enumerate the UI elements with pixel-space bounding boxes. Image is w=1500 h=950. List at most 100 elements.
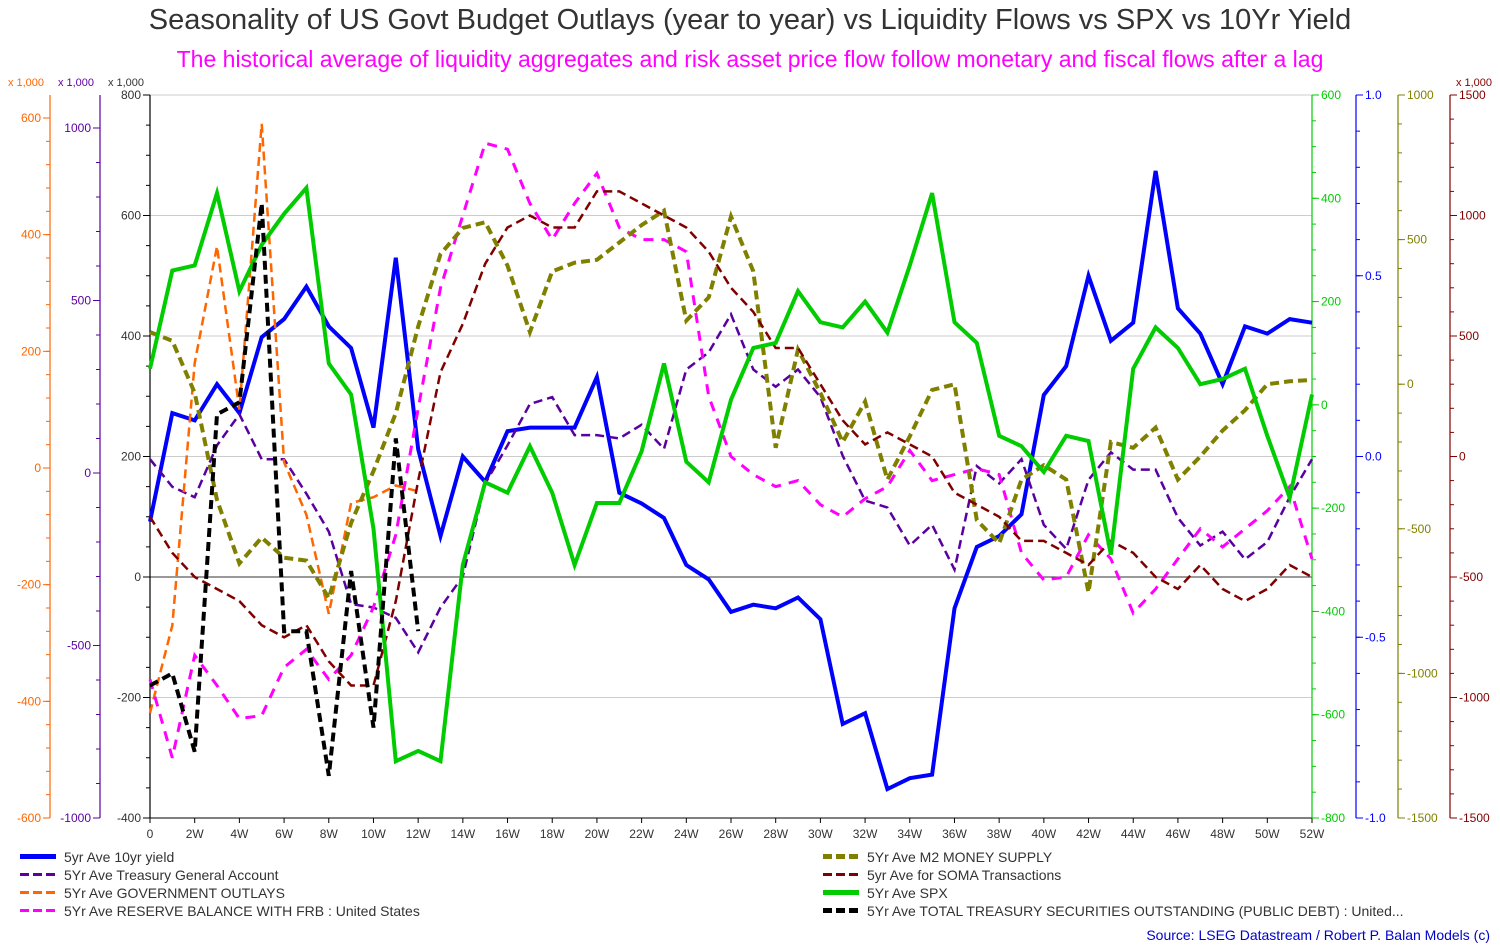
y-tick-label: 400 [21, 228, 41, 242]
y-tick-label: 1.0 [1365, 88, 1382, 102]
series-line [149, 311, 1314, 655]
y-axis-yield: 1.0 0.5 0.0 -0.5 -1.0 [1355, 88, 1386, 825]
legend-swatch [823, 908, 859, 913]
y-axis-m2: 1000 500 0 -500 -1000 -1500 [1397, 88, 1438, 825]
y-tick-label: -800 [1321, 811, 1345, 825]
series-4 [149, 207, 1313, 604]
x-tick-label: 30W [808, 827, 833, 841]
legend-swatch [20, 873, 56, 876]
y-tick-label: 0 [34, 461, 41, 475]
x-tick-label: 26W [719, 827, 744, 841]
y-axis-main: 800 600 400 200 0 -200 -400 x 1,000 [108, 77, 151, 825]
y-tick-label: 0 [84, 466, 91, 480]
chart-subtitle: The historical average of liquidity aggr… [176, 46, 1324, 72]
series-line [148, 141, 1314, 759]
x-tick-label: 16W [495, 827, 520, 841]
legend-swatch [823, 873, 859, 876]
y-tick-label: 0 [134, 570, 141, 584]
x-tick-label: 4W [230, 827, 249, 841]
y-tick-label: 600 [121, 209, 141, 223]
x-tick-label: 6W [275, 827, 294, 841]
x-tick-label: 8W [320, 827, 339, 841]
x-tick-label: 42W [1076, 827, 1101, 841]
x-tick-label: 0 [147, 827, 154, 841]
y-tick-label: 0 [1321, 398, 1328, 412]
x-tick-label: 36W [942, 827, 967, 841]
y-tick-label: -400 [17, 694, 41, 708]
y-tick-label: -1.0 [1365, 811, 1386, 825]
y-tick-label: 600 [1321, 88, 1341, 102]
y-tick-label: 0.5 [1365, 269, 1382, 283]
x-tick-label: 50W [1255, 827, 1280, 841]
x-tick-label: 38W [987, 827, 1012, 841]
y-axis-soma: 1500 1000 500 0 -500 -1000 -1500 x 1,000 [1449, 77, 1492, 825]
x-tick-label: 18W [540, 827, 565, 841]
y-tick-label: -500 [67, 639, 91, 653]
y-tick-label: 0.0 [1365, 450, 1382, 464]
y-tick-label: 400 [1321, 191, 1341, 205]
legend-swatch [823, 854, 859, 859]
series-5 [148, 190, 1313, 687]
legend-label: 5Yr Ave M2 MONEY SUPPLY [867, 849, 1053, 865]
y-axis-unit: x 1,000 [1456, 77, 1492, 89]
y-tick-label: 500 [71, 294, 91, 308]
y-tick-label: 0 [1407, 377, 1414, 391]
y-tick-label: 1000 [1459, 209, 1486, 223]
legend-swatch [823, 890, 859, 895]
x-tick-label: 28W [763, 827, 788, 841]
x-tick-label: 46W [1166, 827, 1191, 841]
x-tick-label: 40W [1032, 827, 1057, 841]
y-tick-label: -400 [117, 811, 141, 825]
x-tick-label: 14W [451, 827, 476, 841]
series-2 [148, 123, 419, 714]
y-tick-label: -1000 [1407, 666, 1438, 680]
y-tick-label: 200 [21, 344, 41, 358]
x-tick-label: 24W [674, 827, 699, 841]
series-6 [148, 183, 1314, 765]
series-7 [149, 203, 421, 777]
y-axis-unit: x 1,000 [8, 77, 44, 89]
y-axis-outlays: 600 400 200 0 -200 -400 -600 x 1,000 [8, 77, 51, 825]
series-line [149, 203, 421, 777]
legend-label: 5Yr Ave Treasury General Account [64, 867, 279, 883]
y-axis-tga: 1000 500 0 -500 -1000 x 1,000 [58, 77, 101, 825]
y-tick-label: -200 [17, 578, 41, 592]
y-tick-label: 1000 [64, 121, 91, 135]
y-tick-label: -500 [1459, 570, 1483, 584]
x-tick-label: 12W [406, 827, 431, 841]
legend-label: 5yr Ave for SOMA Transactions [867, 867, 1062, 883]
legend-label: 5Yr Ave TOTAL TREASURY SECURITIES OUTSTA… [867, 903, 1404, 919]
legend-swatch [20, 891, 56, 894]
y-tick-label: -0.5 [1365, 630, 1386, 644]
series-line [148, 190, 1313, 687]
legend-label: 5yr Ave 10yr yield [64, 849, 175, 865]
y-tick-label: 500 [1459, 329, 1479, 343]
legend-swatch [20, 909, 56, 912]
y-axis-unit: x 1,000 [108, 77, 144, 89]
y-tick-label: 600 [21, 111, 41, 125]
series-line [148, 170, 1313, 792]
y-tick-label: -400 [1321, 604, 1345, 618]
y-tick-label: 500 [1407, 233, 1427, 247]
x-tick-label: 48W [1210, 827, 1235, 841]
x-axis: 0 2W 4W 6W 8W 10W 12W 14W 16W 18W 20W 22W 24W 26W 28W 3… [147, 817, 1325, 841]
y-tick-label: 800 [121, 88, 141, 102]
legend-label: 5Yr Ave GOVERNMENT OUTLAYS [64, 885, 285, 901]
y-tick-label: -1500 [1459, 811, 1490, 825]
y-axis-spx: 600 400 200 0 -200 -400 -600 -800 [1311, 88, 1345, 825]
chart-title: Seasonality of US Govt Budget Outlays (y… [148, 4, 1352, 36]
y-tick-label: -200 [1321, 501, 1345, 515]
x-tick-label: 44W [1121, 827, 1146, 841]
y-tick-label: -600 [1321, 708, 1345, 722]
y-tick-label: -1000 [1459, 691, 1490, 705]
y-tick-label: -600 [17, 811, 41, 825]
y-tick-label: -1000 [60, 811, 91, 825]
x-tick-label: 52W [1300, 827, 1325, 841]
x-tick-label: 2W [186, 827, 205, 841]
y-tick-label: 400 [121, 329, 141, 343]
y-tick-label: 1000 [1407, 88, 1434, 102]
y-tick-label: 1500 [1459, 88, 1486, 102]
legend-label: 5Yr Ave SPX [867, 885, 948, 901]
legend-label: 5Yr Ave RESERVE BALANCE WITH FRB : Unite… [64, 903, 420, 919]
